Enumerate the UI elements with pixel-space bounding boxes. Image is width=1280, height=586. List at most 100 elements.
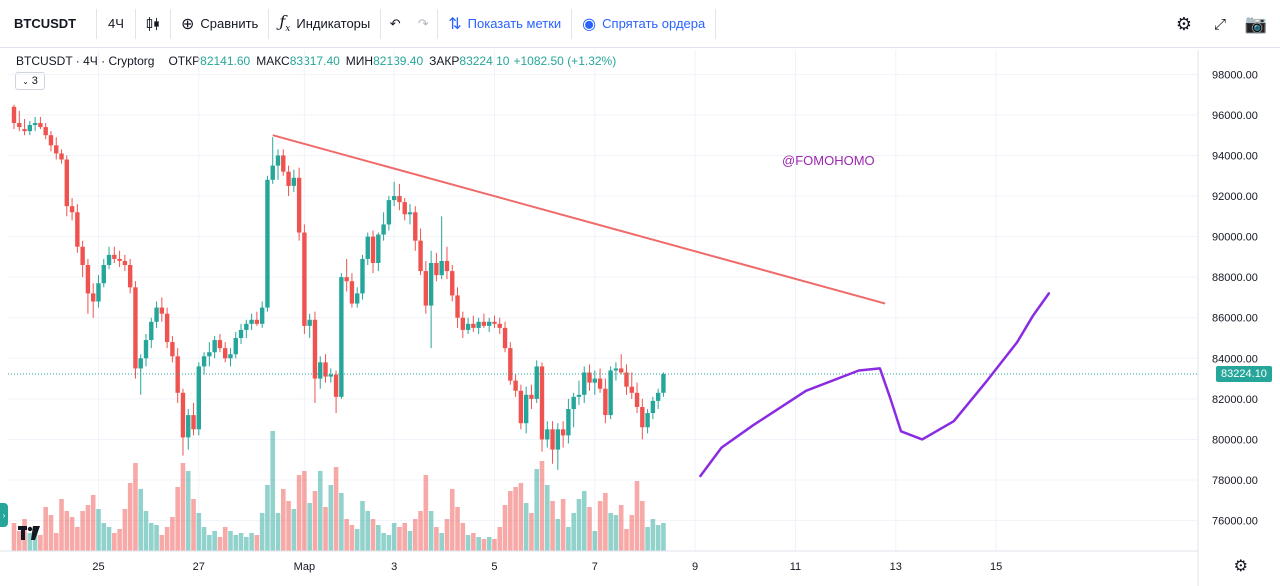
- toolbar-divider: [268, 8, 270, 39]
- indicators-button[interactable]: ƒx Индикаторы: [269, 0, 380, 48]
- volume-bar: [497, 527, 503, 551]
- volume-bar: [339, 493, 344, 551]
- candle-body: [312, 319, 318, 379]
- volume-bar: [265, 485, 270, 551]
- candle-body: [238, 329, 244, 339]
- candle-body: [655, 392, 661, 401]
- trendline: [272, 134, 886, 305]
- candle-body: [566, 409, 571, 436]
- symbol-search-button[interactable]: BTCUSDT: [0, 0, 96, 48]
- change-value: +1082.50 (+1.32%): [513, 54, 617, 68]
- volume-bar: [529, 513, 534, 551]
- volume-bar: [296, 475, 302, 551]
- volume-bar: [592, 531, 598, 551]
- volume-bar: [439, 533, 444, 551]
- candle-body: [286, 171, 291, 186]
- high-value: 83317.40: [289, 54, 340, 68]
- volume-bar: [312, 491, 318, 551]
- chevron-right-icon: ›: [2, 510, 6, 520]
- volume-bar: [354, 529, 360, 551]
- candle-body: [370, 236, 376, 263]
- volume-bar: [349, 525, 355, 551]
- volume-bar: [428, 511, 434, 551]
- chart-type-button[interactable]: [136, 0, 170, 48]
- function-icon: ƒx: [279, 12, 291, 35]
- screenshot-button[interactable]: 📷: [1238, 0, 1274, 48]
- volume-bar: [259, 513, 265, 551]
- toolbar-divider: [437, 8, 439, 39]
- volume-bar: [127, 483, 133, 551]
- candle-body: [418, 240, 423, 272]
- axis-settings-button[interactable]: ⚙: [1234, 556, 1248, 576]
- interval-button[interactable]: 4Ч: [97, 0, 135, 48]
- candle-body: [550, 429, 555, 450]
- settings-button[interactable]: ⚙: [1166, 0, 1202, 48]
- candle-body: [360, 258, 365, 294]
- chevron-down-icon: ⌄: [22, 76, 29, 86]
- redo-button[interactable]: ↷: [409, 0, 437, 48]
- volume-bar: [629, 515, 635, 551]
- candle-body: [270, 165, 275, 180]
- volume-bar: [170, 517, 175, 551]
- candle-body: [117, 258, 122, 261]
- candles: [11, 104, 666, 470]
- compare-button[interactable]: ⊕ Сравнить: [171, 0, 268, 48]
- candle-body: [43, 127, 48, 136]
- indicators-toggle[interactable]: ⌄ 3: [15, 72, 45, 90]
- y-tick-label: 88000.00: [1212, 272, 1258, 284]
- x-tick-label: 11: [790, 561, 801, 573]
- hide-orders-button[interactable]: ◉ Спрятать ордера: [572, 0, 715, 48]
- volume-bar: [391, 523, 397, 551]
- candle-body: [349, 281, 355, 304]
- volume-bar: [581, 491, 587, 551]
- candle-body: [619, 368, 624, 373]
- indicators-label: Индикаторы: [296, 16, 371, 31]
- volume-bar: [286, 501, 291, 551]
- low-value: 82139.40: [373, 54, 424, 68]
- candle-body: [296, 177, 302, 233]
- tradingview-logo: [18, 526, 40, 545]
- volume-bar: [90, 495, 96, 551]
- y-tick-label: 94000.00: [1212, 150, 1258, 162]
- candle-body: [149, 321, 154, 341]
- candle-body: [381, 224, 386, 235]
- candle-body: [560, 429, 566, 436]
- volume-bar: [587, 507, 592, 551]
- candle-body: [513, 380, 518, 391]
- fullscreen-button[interactable]: ⤢: [1202, 0, 1238, 48]
- candle-body: [307, 319, 312, 326]
- candle-body: [254, 319, 260, 324]
- candle-body: [170, 342, 175, 357]
- volume-bar: [106, 527, 112, 551]
- side-panel-toggle[interactable]: ›: [0, 503, 8, 527]
- volume-bar: [275, 513, 281, 551]
- candle-body: [101, 265, 106, 284]
- volume-bar: [270, 431, 276, 551]
- y-tick-label: 80000.00: [1212, 434, 1258, 446]
- volume-bar: [571, 513, 576, 551]
- candle-body: [217, 340, 223, 349]
- undo-button[interactable]: ↶: [381, 0, 409, 48]
- low-label: МИН: [345, 54, 374, 68]
- volume-bar: [576, 499, 582, 551]
- volume-bar: [412, 519, 418, 551]
- show-marks-button[interactable]: ⇅ Показать метки: [438, 0, 571, 48]
- candle-body: [22, 129, 27, 132]
- annotation-text: @FOMOHOMO: [782, 153, 875, 168]
- candle-body: [275, 155, 281, 166]
- volume-bar: [640, 501, 645, 551]
- candle-body: [112, 254, 117, 259]
- y-tick-label: 90000.00: [1212, 232, 1258, 244]
- candle-body: [365, 236, 370, 259]
- candle-body: [592, 378, 597, 383]
- candle-body: [587, 372, 592, 383]
- candle-body: [27, 125, 33, 132]
- y-tick-label: 92000.00: [1212, 191, 1258, 203]
- volume-bar: [376, 525, 381, 551]
- volume-bar: [175, 487, 180, 551]
- volume-bar: [212, 531, 217, 551]
- candle-body: [17, 123, 22, 128]
- volume-bar: [180, 463, 186, 551]
- volume-bar: [449, 489, 455, 551]
